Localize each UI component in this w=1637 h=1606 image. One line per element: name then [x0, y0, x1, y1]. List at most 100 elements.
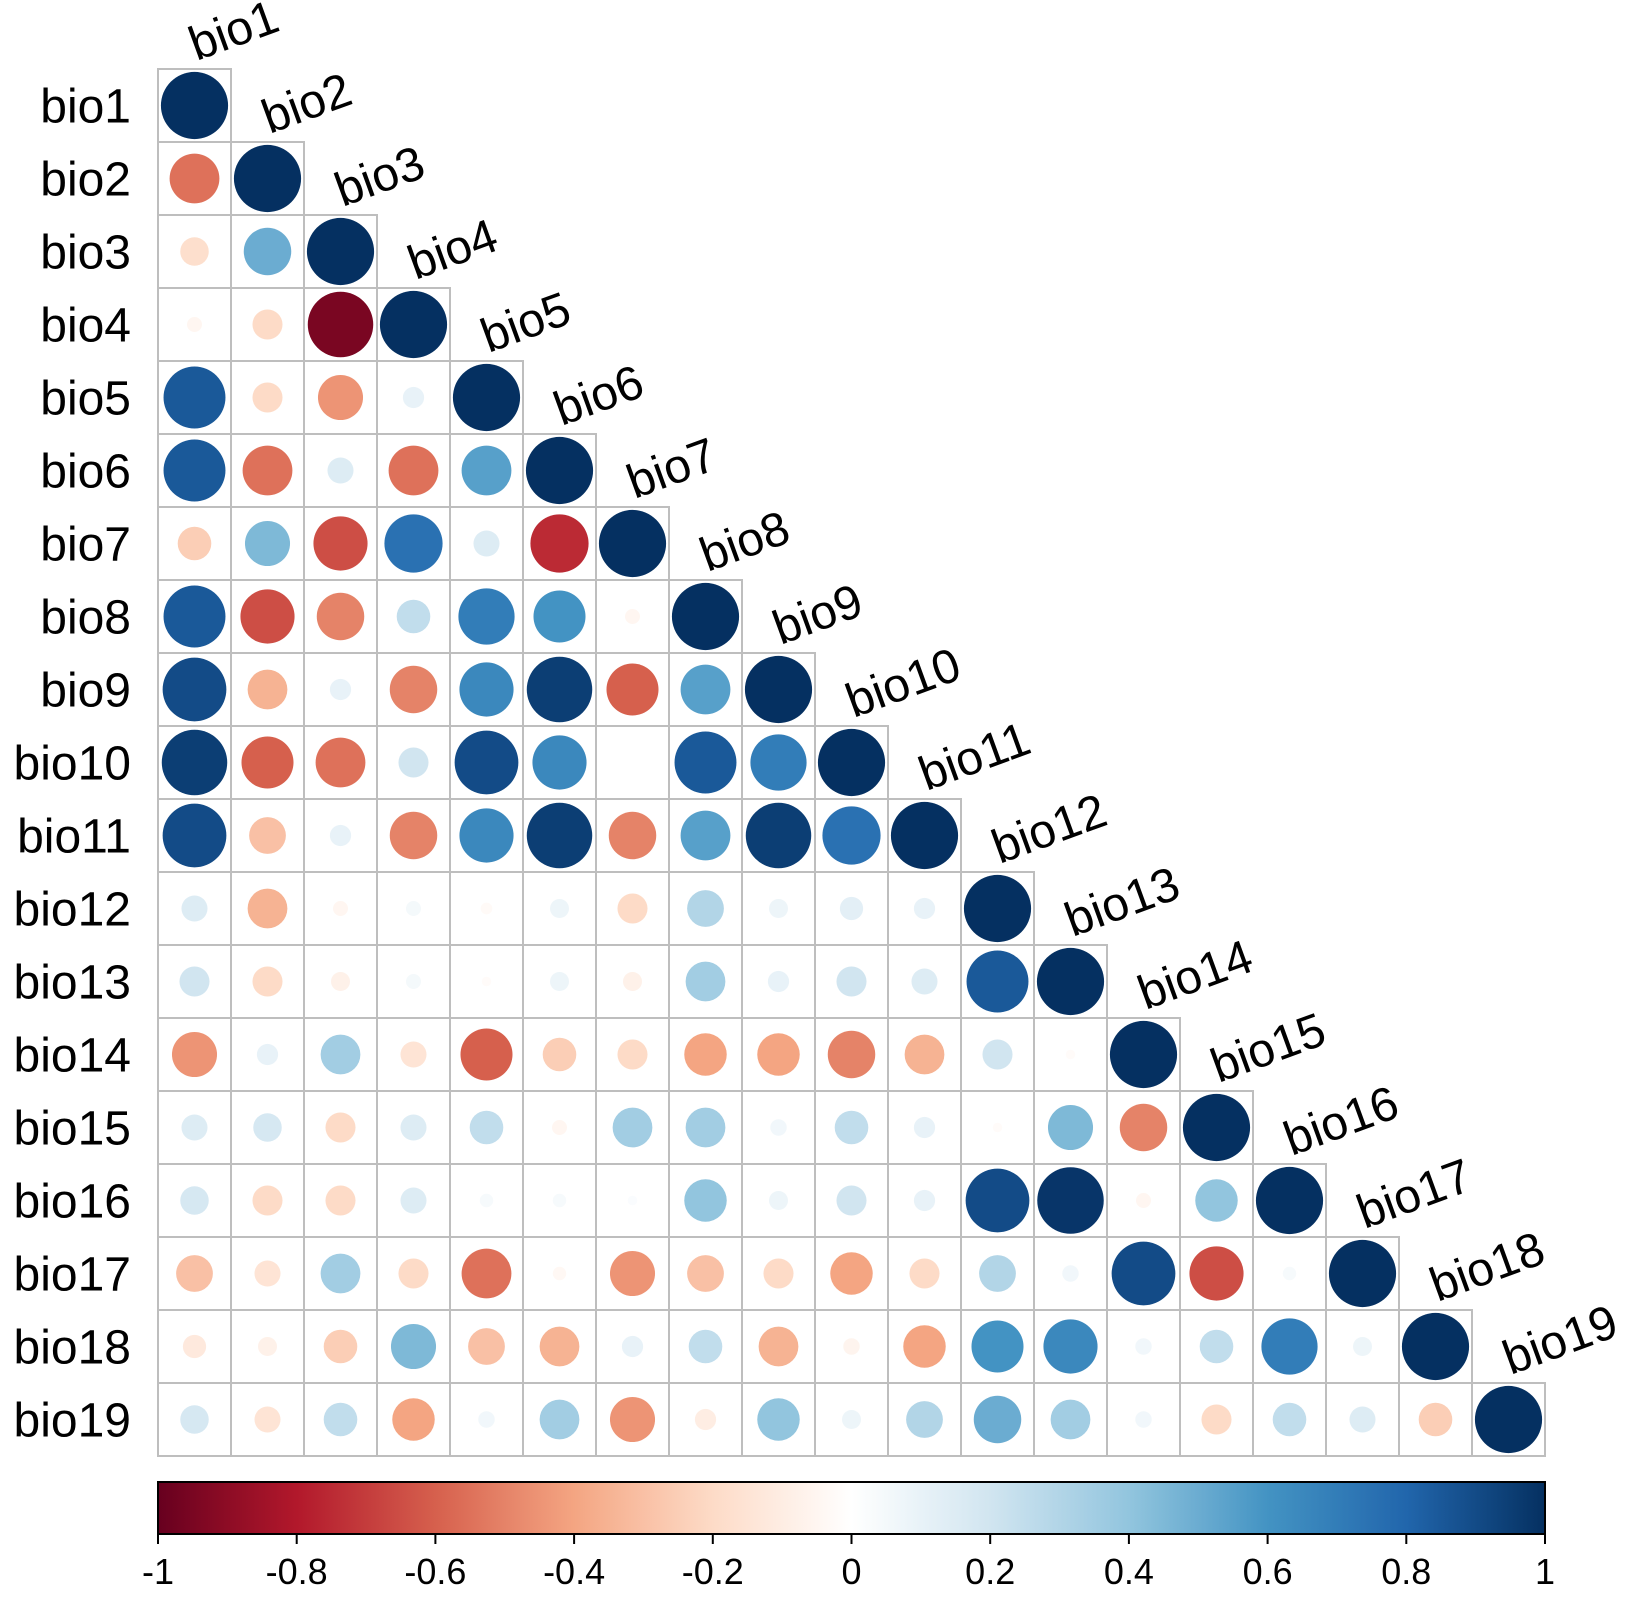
corr-circle-bio15-bio4 — [400, 1114, 427, 1141]
corr-circle-bio18-bio12 — [971, 1320, 1024, 1373]
corr-circle-bio16-bio13 — [1037, 1167, 1104, 1234]
corr-circle-bio17-bio4 — [398, 1258, 429, 1289]
row-label: bio9 — [40, 665, 131, 718]
row-label: bio19 — [14, 1395, 131, 1448]
corr-circle-bio14-bio5 — [460, 1028, 513, 1081]
corr-circle-bio14-bio3 — [320, 1034, 361, 1075]
column-label: bio2 — [255, 63, 358, 144]
corr-circle-bio19-bio6 — [539, 1399, 580, 1440]
corr-circle-bio13-bio13 — [1036, 947, 1105, 1016]
corr-circle-bio18-bio4 — [390, 1323, 437, 1370]
corr-circle-bio13-bio8 — [685, 961, 726, 1002]
corr-circle-bio18-bio6 — [539, 1326, 580, 1367]
corr-circle-bio18-bio5 — [468, 1328, 505, 1365]
corr-circle-bio16-bio16 — [1255, 1166, 1324, 1235]
row-label: bio13 — [14, 957, 131, 1010]
corr-circle-bio16-bio7 — [627, 1195, 638, 1206]
corr-circle-bio6-bio2 — [242, 445, 293, 496]
corr-circle-bio15-bio6 — [551, 1119, 568, 1136]
corr-circle-bio18-bio10 — [843, 1338, 860, 1355]
column-label: bio8 — [693, 501, 796, 582]
corr-circle-bio19-bio4 — [392, 1398, 435, 1441]
row-label: bio10 — [14, 738, 131, 791]
corr-circle-bio19-bio19 — [1474, 1385, 1543, 1454]
corr-circle-bio18-bio18 — [1401, 1312, 1470, 1381]
colorbar-tick-label: 0.6 — [1243, 1551, 1293, 1592]
corr-circle-bio9-bio7 — [606, 663, 659, 716]
column-label: bio7 — [620, 428, 723, 509]
corr-circle-bio9-bio9 — [744, 655, 813, 724]
corr-circle-bio15-bio9 — [770, 1119, 787, 1136]
corr-circle-bio17-bio1 — [176, 1255, 213, 1292]
corr-circle-bio18-bio8 — [688, 1329, 723, 1364]
corr-circle-bio8-bio3 — [316, 592, 365, 641]
row-label: bio3 — [40, 227, 131, 280]
corr-circle-bio19-bio5 — [478, 1411, 495, 1428]
corr-circle-bio16-bio8 — [684, 1179, 727, 1222]
corr-circle-bio7-bio4 — [384, 514, 443, 573]
corr-circle-bio11-bio1 — [162, 803, 227, 868]
corr-circle-bio16-bio15 — [1195, 1179, 1238, 1222]
corr-circle-bio15-bio7 — [612, 1107, 653, 1148]
corr-circle-bio19-bio3 — [323, 1402, 358, 1437]
corr-circle-bio10-bio1 — [161, 729, 228, 796]
corr-circle-bio16-bio3 — [325, 1185, 356, 1216]
corr-circle-bio13-bio6 — [550, 972, 569, 991]
corr-circle-bio10-bio8 — [674, 731, 737, 794]
corr-circle-bio13-bio1 — [179, 966, 210, 997]
colorbar-ticks: -1 -0.8 -0.6 -0.4 -0.2 0 0.2 0.4 0.6 0.8 1 — [142, 1534, 1555, 1592]
corr-circle-bio2-bio2 — [233, 144, 302, 213]
cell-bio10-bio7 — [595, 725, 670, 800]
colorbar-gradient — [157, 1481, 1546, 1535]
corr-circle-bio13-bio7 — [623, 972, 642, 991]
corr-circle-bio18-bio1 — [182, 1334, 207, 1359]
corr-circle-bio17-bio17 — [1328, 1239, 1397, 1308]
corr-circle-bio11-bio4 — [389, 811, 438, 860]
row-label: bio6 — [40, 446, 131, 499]
row-label: bio8 — [40, 592, 131, 645]
corr-circle-bio17-bio2 — [254, 1260, 281, 1287]
corr-circle-bio3-bio1 — [180, 237, 209, 266]
corr-circle-bio13-bio10 — [836, 966, 867, 997]
corr-circle-bio17-bio7 — [609, 1250, 656, 1297]
corr-circle-bio15-bio3 — [325, 1112, 356, 1143]
corr-circle-bio15-bio13 — [1047, 1104, 1094, 1151]
corr-circle-bio5-bio4 — [402, 386, 425, 409]
corr-circle-bio4-bio2 — [252, 309, 283, 340]
corr-circle-bio16-bio1 — [180, 1186, 209, 1215]
column-label: bio10 — [839, 638, 967, 728]
colorbar-tick-label: -0.4 — [543, 1551, 605, 1592]
column-label: bio15 — [1204, 1003, 1332, 1093]
corr-circle-bio9-bio2 — [247, 669, 288, 710]
corr-circle-bio16-bio11 — [913, 1189, 936, 1212]
corr-circle-bio12-bio10 — [839, 896, 864, 921]
corr-circle-bio12-bio9 — [769, 899, 788, 918]
corr-circle-bio11-bio11 — [890, 801, 959, 870]
corr-circle-bio17-bio12 — [979, 1255, 1016, 1292]
corr-circle-bio5-bio2 — [252, 382, 283, 413]
corr-circle-bio16-bio10 — [836, 1185, 867, 1216]
corr-circle-bio14-bio6 — [542, 1037, 577, 1072]
corr-circle-bio6-bio6 — [525, 436, 594, 505]
corr-circle-bio1-bio1 — [160, 71, 229, 140]
corr-circle-bio11-bio6 — [526, 802, 593, 869]
corr-circle-bio18-bio17 — [1353, 1337, 1372, 1356]
corr-circle-bio13-bio5 — [481, 976, 492, 987]
corr-circle-bio3-bio3 — [306, 217, 375, 286]
colorbar-tick-label: -1 — [142, 1551, 174, 1592]
row-label: bio1 — [40, 81, 131, 134]
corr-circle-bio17-bio11 — [909, 1258, 940, 1289]
corr-circle-bio11-bio9 — [745, 802, 812, 869]
corr-circle-bio7-bio7 — [598, 509, 667, 578]
corr-circle-bio17-bio13 — [1062, 1265, 1079, 1282]
corr-circle-bio9-bio3 — [329, 678, 352, 701]
corr-circle-bio9-bio8 — [680, 664, 731, 715]
corr-circle-bio15-bio15 — [1182, 1093, 1251, 1162]
corr-circle-bio11-bio10 — [822, 806, 881, 865]
colorbar-tick-label: 0.2 — [965, 1551, 1015, 1592]
column-label: bio12 — [985, 784, 1113, 874]
corr-circle-bio12-bio8 — [687, 890, 724, 927]
corr-circle-bio12-bio12 — [963, 874, 1032, 943]
colorbar-tick-label: 0 — [841, 1551, 861, 1592]
corr-circle-bio9-bio4 — [389, 665, 438, 714]
